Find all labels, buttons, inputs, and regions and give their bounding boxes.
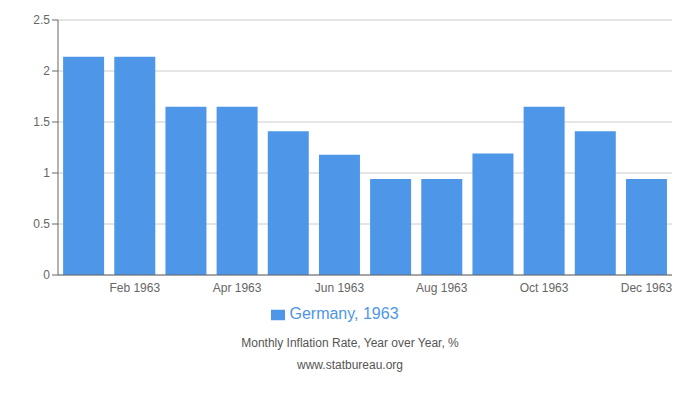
html-text:Monthly Inflation Rate, Year o: Monthly Inflation Rate, Year over Year, …	[241, 336, 459, 350]
html-text:www.statbureau.org: www.statbureau.org	[297, 358, 403, 372]
svg-text:Feb 1963: Feb 1963	[109, 281, 160, 295]
svg-text:Aug 1963: Aug 1963	[416, 281, 468, 295]
svg-text:Dec 1963: Dec 1963	[621, 281, 673, 295]
svg-text:2: 2	[43, 64, 50, 78]
svg-text:Apr 1963: Apr 1963	[213, 281, 262, 295]
html-text:Germany, 1963: Germany, 1963	[289, 305, 399, 322]
svg-text:0: 0	[43, 268, 50, 282]
svg-text:0.5: 0.5	[33, 217, 50, 231]
svg-text:1: 1	[43, 166, 50, 180]
svg-text:2.5: 2.5	[33, 13, 50, 27]
svg-text:Jun 1963: Jun 1963	[315, 281, 365, 295]
svg-text:1.5: 1.5	[33, 115, 50, 129]
svg-text:Oct 1963: Oct 1963	[520, 281, 569, 295]
